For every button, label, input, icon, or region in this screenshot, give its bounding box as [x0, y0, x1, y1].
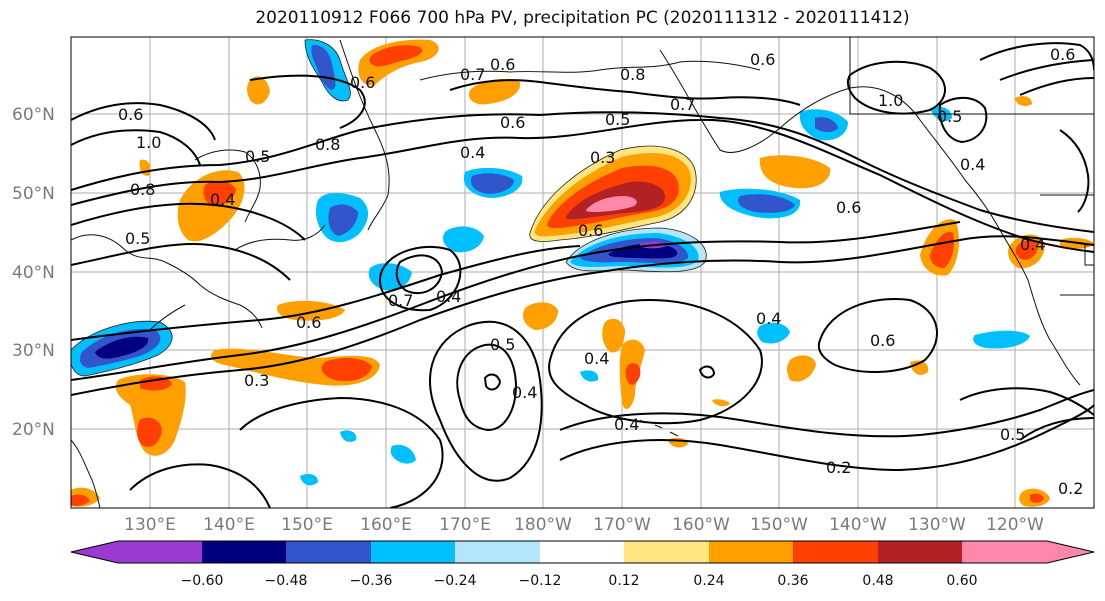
contour-label: 0.4: [512, 383, 537, 402]
contour-label: 0.6: [500, 113, 525, 132]
colorbar-outline: [70, 540, 1095, 564]
colorbar-segment: [793, 541, 878, 563]
map-title: 2020110912 F066 700 hPa PV, precipitatio…: [255, 8, 910, 28]
contour-label: 0.3: [244, 371, 269, 390]
contour-label: 0.7: [460, 65, 485, 84]
colorbar-segment: [878, 541, 962, 563]
contour-label: 0.5: [937, 107, 962, 126]
contour-label: 0.6: [118, 105, 143, 124]
colorbar-segment: [962, 541, 1094, 563]
lon-label: 160°E: [360, 515, 412, 535]
lon-label: 170°W: [593, 515, 651, 535]
contour-label: 0.3: [590, 148, 615, 167]
latitude-labels: 60°N 50°N 40°N 30°N 20°N: [12, 105, 55, 440]
colorbar-segment: [202, 541, 286, 563]
colorbar-tick-label: −0.60: [181, 573, 224, 589]
precip-fill-positive: [71, 39, 1094, 507]
contour-label: 0.5: [605, 110, 630, 129]
colorbar-segment: [71, 541, 202, 563]
contour-label: 0.6: [490, 55, 515, 74]
map-frame: [70, 36, 1095, 509]
contour-label: 0.4: [756, 309, 781, 328]
lon-label: 120°W: [986, 515, 1044, 535]
colorbar: −0.60 −0.48 −0.36 −0.24 −0.12 0.12 0.24 …: [70, 540, 1095, 589]
lon-label: 160°W: [672, 515, 730, 535]
lon-label: 140°W: [829, 515, 887, 535]
colorbar-tick-label: −0.24: [434, 573, 477, 589]
contour-label: 0.5: [125, 229, 150, 248]
contour-labels: 0.6 0.7 0.6 0.8 0.7 0.6 1.0 0.6 1.0 0.5 …: [118, 45, 1083, 498]
lon-label: 130°E: [124, 515, 176, 535]
colorbar-tick-label: 0.24: [693, 573, 724, 589]
lat-label-30n: 30°N: [12, 341, 55, 361]
colorbar-segment: [455, 541, 540, 563]
colorbar-tick-label: −0.12: [519, 573, 562, 589]
lat-label-60n: 60°N: [12, 105, 55, 125]
contour-label: 0.7: [388, 291, 413, 310]
contour-label: 0.4: [614, 415, 639, 434]
colorbar-segment: [540, 541, 624, 563]
longitude-labels: 130°E 140°E 150°E 160°E 170°E 180°W 170°…: [124, 515, 1044, 535]
colorbar-segment: [709, 541, 793, 563]
contour-label: 0.4: [436, 287, 461, 306]
contour-label: 0.5: [1000, 425, 1025, 444]
contour-label: 0.5: [490, 335, 515, 354]
contour-label: 0.8: [130, 180, 155, 199]
precip-fill-negative: [71, 39, 1030, 486]
contour-label: 0.2: [826, 458, 851, 477]
lat-label-50n: 50°N: [12, 184, 55, 204]
contour-label: 0.4: [960, 155, 985, 174]
lon-label: 130°W: [908, 515, 966, 535]
colorbar-tick-label: −0.36: [350, 573, 393, 589]
contour-label: 0.4: [1020, 235, 1045, 254]
contour-label: 1.0: [878, 91, 903, 110]
colorbar-tick-label: 0.12: [608, 573, 639, 589]
contour-label: 0.6: [870, 331, 895, 350]
contour-label: 0.4: [584, 349, 609, 368]
colorbar-tick-label: 0.60: [946, 573, 977, 589]
lon-label: 170°E: [439, 515, 491, 535]
lon-label: 150°E: [281, 515, 333, 535]
contour-label: 0.8: [315, 135, 340, 154]
colorbar-tick-label: −0.48: [265, 573, 308, 589]
colorbar-segment: [371, 541, 455, 563]
contour-label: 0.6: [750, 50, 775, 69]
colorbar-segment: [286, 541, 371, 563]
contour-label: 0.6: [350, 73, 375, 92]
lat-label-20n: 20°N: [12, 420, 55, 440]
contour-label: 0.4: [210, 190, 235, 209]
colorbar-tick-label: 0.48: [862, 573, 893, 589]
contour-label: 0.7: [670, 95, 695, 114]
pv-contours: [71, 42, 1094, 508]
contour-label: 0.6: [836, 198, 861, 217]
contour-label: 0.4: [460, 143, 485, 162]
contour-label: 0.6: [296, 313, 321, 332]
contour-label: 0.5: [245, 147, 270, 166]
colorbar-segment: [624, 541, 709, 563]
lat-label-40n: 40°N: [12, 263, 55, 283]
colorbar-tick-label: 0.36: [777, 573, 808, 589]
lon-label: 150°W: [750, 515, 808, 535]
lon-label: 140°E: [203, 515, 255, 535]
contour-label: 0.6: [1050, 45, 1075, 64]
contour-label: 0.2: [1058, 479, 1083, 498]
lon-label: 180°W: [514, 515, 572, 535]
contour-label: 0.8: [620, 65, 645, 84]
contour-label: 0.6: [578, 221, 603, 240]
contour-label: 1.0: [136, 133, 161, 152]
